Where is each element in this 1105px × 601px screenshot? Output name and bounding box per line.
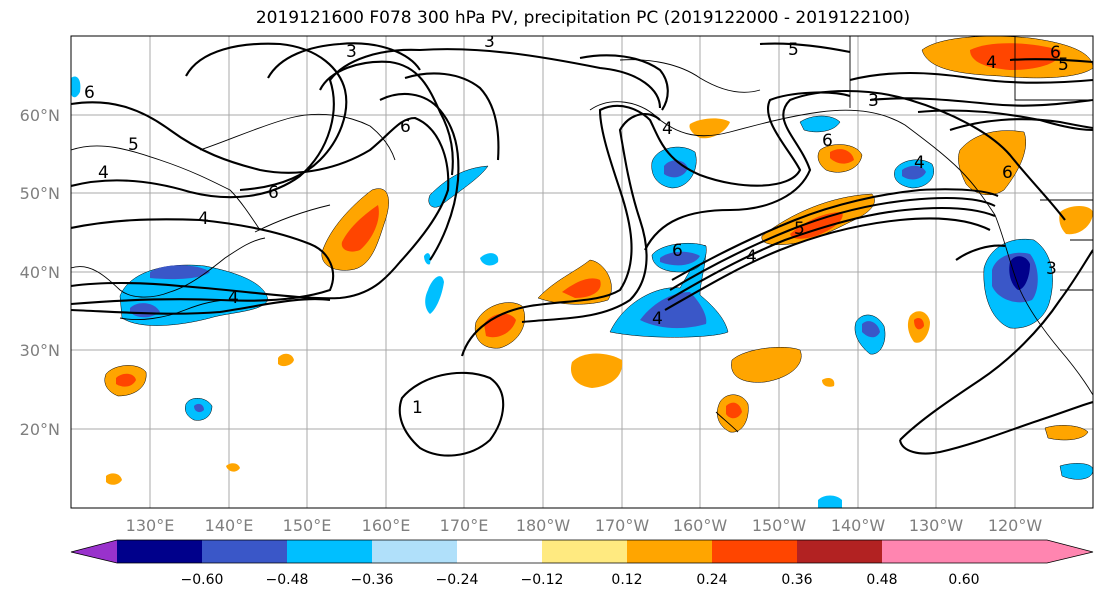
lon-label: 150°E (283, 516, 332, 535)
pv-label: 4 (228, 288, 239, 308)
lon-label: 130°E (126, 516, 175, 535)
pv-label: 6 (400, 117, 411, 137)
colorbar-swatch (457, 540, 542, 563)
pv-label: 4 (914, 153, 925, 173)
lon-label: 170°E (440, 516, 489, 535)
colorbar-tick: 0.12 (611, 572, 642, 588)
pv-label: 3 (484, 32, 495, 52)
lon-label: 160°W (673, 516, 728, 535)
pv-label: 4 (746, 247, 757, 267)
colorbar-swatch (964, 540, 1047, 563)
pv-contours (71, 42, 1093, 457)
colorbar-swatch (287, 540, 372, 563)
pv-label: 4 (198, 209, 209, 229)
lon-label: 140°E (205, 516, 254, 535)
pv-label: 4 (986, 53, 997, 73)
colorbar-swatch (117, 540, 202, 563)
colorbar-tick: −0.48 (266, 572, 309, 588)
pv-label: 3 (346, 42, 357, 62)
pv-label: 5 (794, 219, 805, 239)
colorbar-swatch (797, 540, 882, 563)
pv-label: 6 (822, 131, 833, 151)
lat-label: 30°N (20, 341, 60, 360)
pv-label: 6 (84, 83, 95, 103)
colorbar-tick: −0.36 (351, 572, 394, 588)
colorbar-tick: 0.24 (696, 572, 727, 588)
lon-label: 130°W (909, 516, 964, 535)
map-frame (70, 35, 1094, 509)
colorbar-swatch (712, 540, 797, 563)
pv-label: 3 (868, 91, 879, 111)
colorbar-swatch (372, 540, 457, 563)
precip-shading (71, 36, 1093, 508)
colorbar-swatch (202, 540, 287, 563)
pv-labels: 3 3 5 6 6 5 4 6 4 4 6 3 4 6 5 4 4 4 1 6 … (84, 32, 1069, 418)
lon-label: 180°W (516, 516, 571, 535)
pv-label: 4 (652, 309, 663, 329)
lon-label: 170°W (595, 516, 650, 535)
lat-label: 20°N (20, 420, 60, 439)
colorbar-extend-min (71, 540, 117, 563)
pv-label: 4 (98, 163, 109, 183)
pv-label: 6 (268, 183, 279, 203)
longitude-labels: 130°E 140°E 150°E 160°E 170°E 180°W 170°… (126, 516, 1043, 535)
colorbar-tick: 0.48 (866, 572, 897, 588)
colorbar: −0.60 −0.48 −0.36 −0.24 −0.12 0.12 0.24 … (70, 539, 1094, 588)
map-title: 2019121600 F078 300 hPa PV, precipitatio… (255, 8, 911, 28)
lat-label: 50°N (20, 184, 60, 203)
lon-label: 160°E (362, 516, 411, 535)
pv-label: 6 (1002, 163, 1013, 183)
lon-label: 140°W (831, 516, 886, 535)
lon-label: 120°W (988, 516, 1043, 535)
colorbar-tick: 0.60 (948, 572, 979, 588)
colorbar-tick: 0.36 (781, 572, 812, 588)
colorbar-tick: −0.24 (436, 572, 479, 588)
lat-label: 40°N (20, 263, 60, 282)
colorbar-tick: −0.12 (521, 572, 564, 588)
pv-label: 6 (672, 241, 683, 261)
pv-label: 6 (1050, 43, 1061, 63)
colorbar-swatch (627, 540, 712, 563)
pv-label: 4 (662, 119, 673, 139)
colorbar-tick: −0.60 (181, 572, 224, 588)
lon-label: 150°W (752, 516, 807, 535)
colorbar-swatch (882, 540, 964, 563)
pv-label: 3 (1046, 259, 1057, 279)
colorbar-swatch (542, 540, 627, 563)
lat-label: 60°N (20, 106, 60, 125)
pv-label: 5 (1058, 55, 1069, 75)
pv-label: 5 (788, 40, 799, 60)
latitude-labels: 60°N 50°N 40°N 30°N 20°N (20, 106, 60, 439)
pv-label: 5 (128, 135, 139, 155)
colorbar-extend-max (1047, 540, 1093, 563)
pv-label: 1 (412, 398, 423, 418)
